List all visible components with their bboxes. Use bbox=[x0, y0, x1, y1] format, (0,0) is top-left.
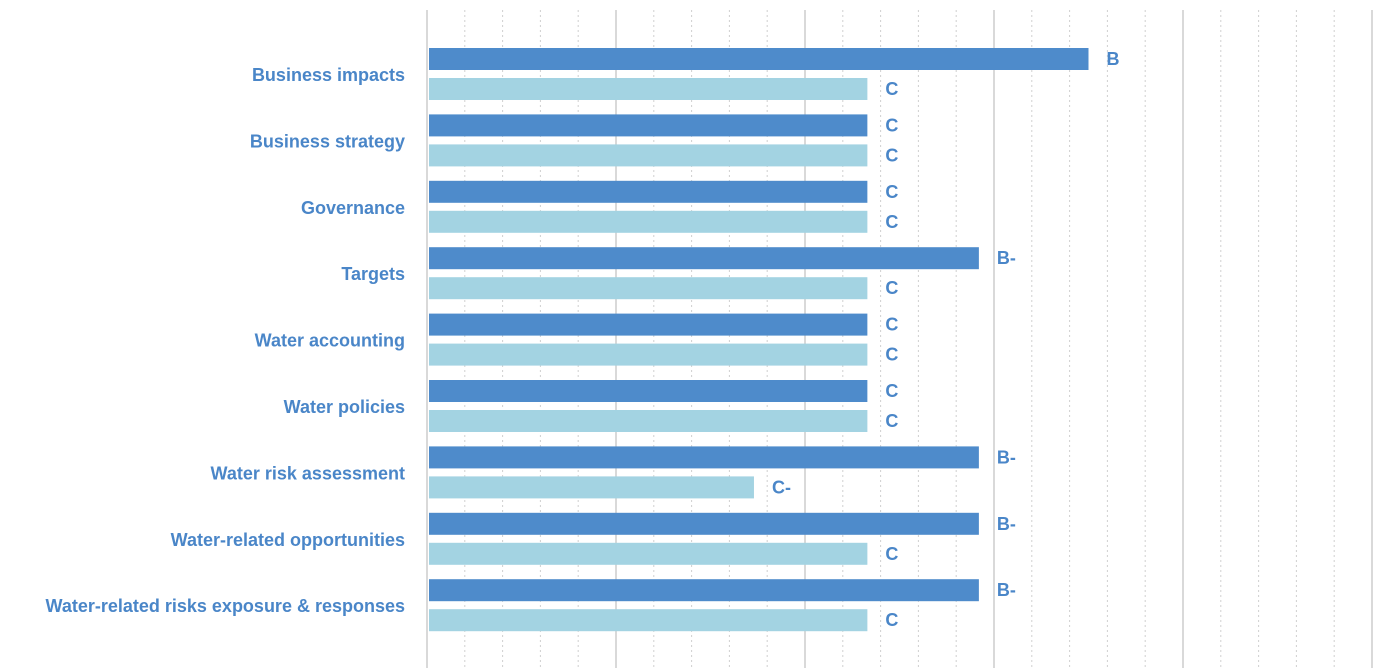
category-label: Business strategy bbox=[250, 131, 405, 151]
bar-value-label: B- bbox=[997, 447, 1016, 467]
category-label: Water-related opportunities bbox=[171, 530, 405, 550]
bar bbox=[429, 512, 979, 535]
category-label: Governance bbox=[301, 198, 405, 218]
bar bbox=[429, 48, 1089, 70]
bar bbox=[429, 114, 868, 137]
bar bbox=[429, 579, 979, 602]
bar bbox=[429, 144, 868, 167]
bar bbox=[429, 277, 868, 300]
bar-value-label: C bbox=[885, 115, 898, 135]
bar-value-label: C bbox=[885, 182, 898, 202]
category-label: Water accounting bbox=[255, 331, 405, 351]
bar bbox=[429, 313, 868, 336]
bar bbox=[429, 78, 868, 100]
bar-value-label: C bbox=[885, 544, 898, 564]
category-label: Water-related risks exposure & responses bbox=[46, 596, 405, 616]
category-labels: Business impacts Business strategy Governa… bbox=[46, 65, 405, 616]
bar-value-label: C bbox=[885, 411, 898, 431]
bar-value-label: B- bbox=[997, 580, 1016, 600]
category-label: Water policies bbox=[284, 397, 405, 417]
bar-value-label: B- bbox=[997, 514, 1016, 534]
bar-value-label: C bbox=[885, 212, 898, 232]
bar-value-label: C bbox=[885, 79, 898, 99]
bar bbox=[429, 609, 868, 632]
bar-value-label: B- bbox=[997, 248, 1016, 268]
bar bbox=[429, 380, 868, 402]
bar-value-label: C bbox=[885, 145, 898, 165]
grid-lines bbox=[426, 10, 1373, 668]
bar-value-label: C bbox=[885, 278, 898, 298]
bar bbox=[429, 247, 979, 270]
bar bbox=[429, 446, 979, 469]
category-label: Targets bbox=[341, 264, 405, 284]
bar-value-label: B bbox=[1107, 49, 1120, 69]
category-label: Business impacts bbox=[252, 65, 405, 85]
bar bbox=[429, 542, 868, 565]
bar-value-label: C- bbox=[772, 477, 791, 497]
bar bbox=[429, 343, 868, 366]
bars bbox=[429, 48, 1089, 632]
bar bbox=[429, 180, 868, 203]
bar-value-label: C bbox=[885, 610, 898, 630]
bar bbox=[429, 210, 868, 233]
bar-value-label: C bbox=[885, 345, 898, 365]
bar bbox=[429, 410, 868, 432]
category-label: Water risk assessment bbox=[211, 463, 405, 483]
bar bbox=[429, 476, 754, 499]
bar-value-label: C bbox=[885, 381, 898, 401]
bar-value-label: C bbox=[885, 315, 898, 335]
